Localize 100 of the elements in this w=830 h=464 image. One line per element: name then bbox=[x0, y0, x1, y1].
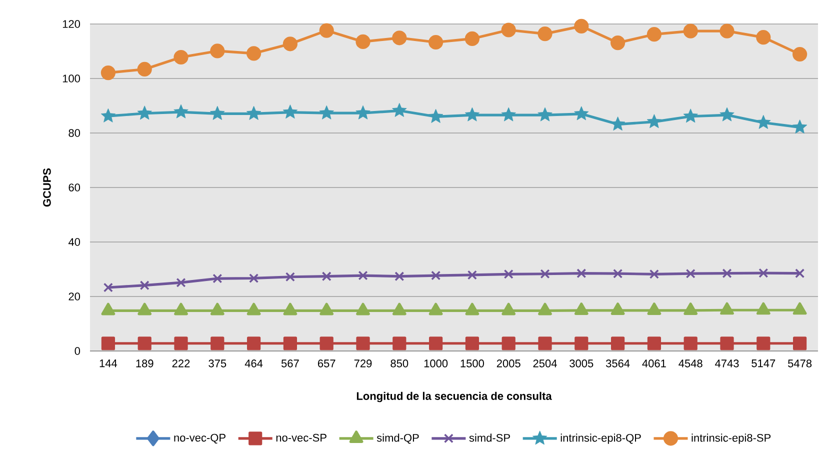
point bbox=[574, 106, 589, 120]
x-tick-label: 5147 bbox=[752, 360, 776, 368]
point bbox=[247, 336, 261, 350]
point bbox=[504, 269, 514, 279]
point bbox=[246, 46, 262, 61]
point bbox=[683, 24, 698, 38]
x-tick-label: 1500 bbox=[460, 360, 484, 368]
point bbox=[465, 336, 480, 350]
x-tick-label: 144 bbox=[100, 360, 118, 368]
x-tick-label: 222 bbox=[172, 360, 190, 368]
point bbox=[356, 336, 370, 350]
point bbox=[283, 336, 298, 350]
point bbox=[246, 106, 262, 120]
point bbox=[140, 280, 150, 290]
x-tick-label: 657 bbox=[318, 360, 336, 368]
point bbox=[100, 65, 116, 80]
point bbox=[758, 268, 768, 278]
point bbox=[138, 336, 152, 350]
point bbox=[319, 23, 334, 38]
point bbox=[103, 282, 113, 292]
point bbox=[174, 336, 188, 350]
point bbox=[649, 269, 659, 279]
point bbox=[501, 22, 516, 38]
point bbox=[684, 336, 698, 350]
y-tick-label: 40 bbox=[68, 238, 80, 246]
point bbox=[101, 336, 116, 350]
y-tick-label: 60 bbox=[68, 184, 80, 192]
point bbox=[392, 30, 407, 46]
x-tick-label: 1000 bbox=[424, 360, 448, 368]
point bbox=[210, 106, 225, 120]
legend-label: simd-SP bbox=[469, 434, 510, 442]
legend-label: intrinsic-epi8-QP bbox=[560, 434, 641, 444]
point bbox=[137, 62, 152, 77]
point bbox=[574, 336, 588, 350]
legend-label: simd-QP bbox=[376, 434, 419, 444]
point bbox=[792, 120, 808, 134]
point bbox=[502, 336, 516, 350]
point bbox=[467, 270, 477, 280]
point bbox=[174, 50, 188, 65]
point bbox=[394, 272, 404, 282]
point bbox=[358, 270, 368, 280]
legend-label: no-vec-SP bbox=[276, 434, 326, 442]
x-tick-label: 189 bbox=[136, 360, 154, 368]
point bbox=[720, 24, 734, 38]
x-tick-label: 729 bbox=[354, 360, 372, 368]
point bbox=[576, 268, 586, 278]
point bbox=[611, 336, 625, 350]
point bbox=[722, 268, 732, 278]
point bbox=[613, 268, 623, 278]
y-tick-label: 20 bbox=[68, 292, 80, 300]
point bbox=[429, 336, 443, 350]
point bbox=[686, 268, 696, 278]
point bbox=[285, 272, 295, 282]
point bbox=[540, 269, 550, 279]
point bbox=[538, 107, 552, 122]
point bbox=[100, 108, 116, 122]
point bbox=[793, 336, 807, 350]
point bbox=[538, 336, 552, 350]
point bbox=[538, 26, 552, 42]
point bbox=[174, 104, 188, 118]
point bbox=[282, 104, 298, 119]
point bbox=[610, 36, 626, 50]
point bbox=[212, 274, 222, 284]
point bbox=[464, 107, 480, 122]
point bbox=[319, 105, 334, 120]
y-tick-label: 0 bbox=[74, 347, 80, 355]
point bbox=[322, 272, 332, 282]
y-tick-label: 100 bbox=[62, 74, 80, 82]
point bbox=[320, 336, 334, 350]
point bbox=[501, 107, 516, 122]
point bbox=[792, 46, 808, 62]
point bbox=[356, 105, 370, 120]
x-tick-label: 4061 bbox=[642, 360, 666, 368]
point bbox=[176, 278, 186, 288]
point bbox=[720, 336, 734, 350]
point bbox=[282, 36, 298, 52]
point bbox=[646, 27, 662, 42]
point bbox=[756, 336, 770, 350]
x-tick-label: 4743 bbox=[715, 360, 739, 368]
x-tick-label: 464 bbox=[244, 360, 263, 368]
point bbox=[210, 44, 225, 58]
x-axis-title: Longitud de la secuencia de consulta bbox=[356, 392, 552, 402]
point bbox=[646, 114, 662, 128]
y-tick-label: 80 bbox=[68, 129, 80, 137]
point bbox=[720, 107, 734, 122]
point bbox=[392, 102, 407, 117]
point bbox=[756, 30, 771, 45]
point bbox=[574, 18, 589, 34]
point bbox=[683, 108, 698, 123]
point bbox=[431, 270, 441, 280]
x-tick-label: 2005 bbox=[496, 360, 520, 368]
legend-label: intrinsic-epi8-SP bbox=[692, 434, 771, 444]
point bbox=[356, 34, 370, 50]
x-tick-label: 567 bbox=[281, 360, 299, 368]
point bbox=[210, 336, 224, 350]
point bbox=[428, 108, 444, 123]
point bbox=[647, 336, 662, 350]
x-tick-label: 5478 bbox=[788, 360, 812, 368]
point bbox=[249, 273, 259, 284]
x-tick-label: 3005 bbox=[570, 360, 594, 368]
